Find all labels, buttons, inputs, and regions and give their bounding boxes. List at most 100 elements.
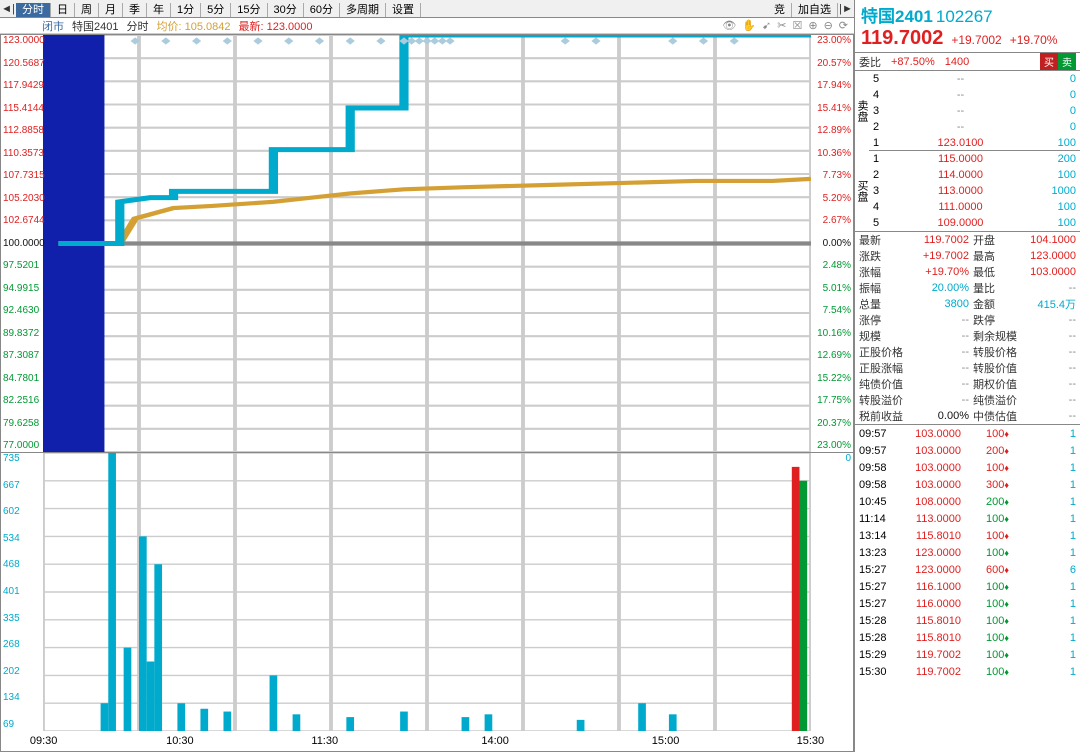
toolbar-right-btn-0[interactable]: 竞 bbox=[768, 3, 792, 17]
period-btn-11[interactable]: 多周期 bbox=[340, 3, 386, 17]
xaxis-tick: 14:00 bbox=[481, 735, 509, 747]
tick-row[interactable]: 15:30119.70021001 bbox=[855, 663, 1080, 680]
period-btn-2[interactable]: 周 bbox=[75, 3, 99, 17]
price-chart[interactable]: 123.0000120.5687117.9429115.4144112.8858… bbox=[1, 35, 853, 453]
orderbook-row[interactable]: 2--0 bbox=[869, 119, 1080, 135]
sell-button[interactable]: 卖 bbox=[1058, 53, 1076, 70]
buy-button[interactable]: 买 bbox=[1040, 53, 1058, 70]
tick-row[interactable]: 13:23123.00001001 bbox=[855, 544, 1080, 561]
chart-tool-icon-2[interactable]: ➹ bbox=[762, 19, 771, 32]
chart-tool-icon-0[interactable]: 👁 bbox=[722, 19, 736, 32]
avg-label: 均价: 105.0842 bbox=[156, 18, 230, 34]
period-btn-0[interactable]: 分时 bbox=[16, 3, 51, 17]
chart-tool-icon-5[interactable]: ⊕ bbox=[808, 19, 817, 32]
stat-row: 振幅20.00%量比-- bbox=[855, 280, 1080, 296]
period-btn-3[interactable]: 月 bbox=[99, 3, 123, 17]
yaxis-tick: 7.73% bbox=[799, 170, 851, 182]
yaxis-tick: 5.20% bbox=[799, 193, 851, 205]
stat-row: 最新119.7002开盘104.1000 bbox=[855, 232, 1080, 248]
yaxis-tick: 123.0000 bbox=[3, 35, 55, 47]
chart-tool-icon-1[interactable]: ✋ bbox=[742, 19, 756, 32]
tick-row[interactable]: 11:14113.00001001 bbox=[855, 510, 1080, 527]
stock-code: 102267 bbox=[936, 7, 993, 26]
stat-row: 总量3800金额415.4万 bbox=[855, 296, 1080, 312]
chart-tool-icon-6[interactable]: ⊖ bbox=[824, 19, 833, 32]
stock-title: 特国2401 bbox=[861, 7, 933, 26]
chart-tool-icon-3[interactable]: ✂ bbox=[777, 19, 786, 32]
period-btn-8[interactable]: 15分 bbox=[231, 3, 267, 17]
tick-row[interactable]: 09:57103.00001001 bbox=[855, 425, 1080, 442]
tick-row[interactable]: 13:14115.80101001 bbox=[855, 527, 1080, 544]
yaxis-tick: 120.5687 bbox=[3, 58, 55, 70]
period-btn-6[interactable]: 1分 bbox=[171, 3, 201, 17]
tick-row[interactable]: 15:27123.00006006 bbox=[855, 561, 1080, 578]
period-btn-7[interactable]: 5分 bbox=[201, 3, 231, 17]
tick-row[interactable]: 15:29119.70021001 bbox=[855, 646, 1080, 663]
yaxis-tick: 102.6744 bbox=[3, 215, 55, 227]
period-toolbar: ◄| 分时日周月季年1分5分15分30分60分多周期设置 竞加自选 |► bbox=[0, 0, 854, 18]
orderbook-row[interactable]: 3--0 bbox=[869, 103, 1080, 119]
period-btn-1[interactable]: 日 bbox=[51, 3, 75, 17]
yaxis-tick: 100.0000 bbox=[3, 238, 55, 250]
tick-row[interactable]: 10:45108.00002001 bbox=[855, 493, 1080, 510]
yaxis-tick: 92.4630 bbox=[3, 305, 55, 317]
tick-list: 09:57103.0000100109:57103.0000200109:581… bbox=[855, 425, 1080, 752]
xaxis-tick: 10:30 bbox=[166, 735, 194, 747]
yaxis-tick: 202 bbox=[3, 666, 55, 678]
orderbook-row[interactable]: 1115.0000200 bbox=[869, 151, 1080, 167]
chart-tool-icon-7[interactable]: ⟳ bbox=[839, 19, 848, 32]
price-change-pct: +19.70% bbox=[1010, 33, 1058, 47]
yaxis-tick: 534 bbox=[3, 533, 55, 545]
stock-header: 特国2401 102267 119.7002 +19.7002 +19.70% bbox=[855, 0, 1080, 53]
orderbook-row[interactable]: 2114.0000100 bbox=[869, 167, 1080, 183]
toolbar-next-icon[interactable]: |► bbox=[838, 3, 854, 15]
tick-row[interactable]: 09:58103.00003001 bbox=[855, 476, 1080, 493]
chart-tool-icon-4[interactable]: ☒ bbox=[792, 19, 802, 32]
stat-row: 纯债价值--期权价值-- bbox=[855, 376, 1080, 392]
yaxis-tick: 335 bbox=[3, 613, 55, 625]
stat-row: 正股涨幅--转股价值-- bbox=[855, 360, 1080, 376]
tick-row[interactable]: 15:28115.80101001 bbox=[855, 629, 1080, 646]
orderbook-row[interactable]: 3113.00001000 bbox=[869, 183, 1080, 199]
orderbook-row[interactable]: 1123.0100100 bbox=[869, 135, 1080, 151]
tick-row[interactable]: 09:58103.00001001 bbox=[855, 459, 1080, 476]
yaxis-tick: 107.7315 bbox=[3, 170, 55, 182]
yaxis-tick: 94.9915 bbox=[3, 283, 55, 295]
orderbook-row[interactable]: 5--0 bbox=[869, 71, 1080, 87]
xaxis-tick: 15:00 bbox=[652, 735, 680, 747]
yaxis-tick: 89.8372 bbox=[3, 328, 55, 340]
toolbar-right-btn-1[interactable]: 加自选 bbox=[792, 3, 838, 17]
period-btn-10[interactable]: 60分 bbox=[304, 3, 340, 17]
yaxis-tick: 667 bbox=[3, 480, 55, 492]
orderbook-row[interactable]: 4--0 bbox=[869, 87, 1080, 103]
orderbook-row[interactable]: 4111.0000100 bbox=[869, 199, 1080, 215]
yaxis-tick: 0.00% bbox=[799, 238, 851, 250]
volume-chart[interactable]: 73566760253446840133526820213469 0 bbox=[1, 453, 853, 731]
stat-row: 转股溢价--纯债溢价-- bbox=[855, 392, 1080, 408]
yaxis-tick: 268 bbox=[3, 639, 55, 651]
stat-row: 规模--剩余规模-- bbox=[855, 328, 1080, 344]
xaxis-tick: 15:30 bbox=[797, 735, 825, 747]
chart-info-bar: 闭市 特国2401 分时 均价: 105.0842 最新: 123.0000 👁… bbox=[0, 18, 854, 34]
xaxis-tick: 11:30 bbox=[311, 735, 338, 747]
toolbar-prev-icon[interactable]: ◄| bbox=[0, 3, 16, 15]
yaxis-tick: 115.4144 bbox=[3, 103, 55, 115]
yaxis-tick: 117.9429 bbox=[3, 80, 55, 92]
yaxis-tick: 7.54% bbox=[799, 305, 851, 317]
period-btn-9[interactable]: 30分 bbox=[268, 3, 304, 17]
time-axis: 09:3010:3011:3014:0015:0015:30 bbox=[1, 731, 853, 751]
stats-panel: 最新119.7002开盘104.1000涨跌+19.7002最高123.0000… bbox=[855, 232, 1080, 425]
period-btn-12[interactable]: 设置 bbox=[386, 3, 421, 17]
orderbook-row[interactable]: 5109.0000100 bbox=[869, 215, 1080, 231]
tick-row[interactable]: 15:28115.80101001 bbox=[855, 612, 1080, 629]
latest-label: 最新: 123.0000 bbox=[239, 18, 313, 34]
yaxis-tick: 10.16% bbox=[799, 328, 851, 340]
period-btn-4[interactable]: 季 bbox=[123, 3, 147, 17]
tick-row[interactable]: 15:27116.00001001 bbox=[855, 595, 1080, 612]
period-btn-5[interactable]: 年 bbox=[147, 3, 171, 17]
tick-row[interactable]: 15:27116.10001001 bbox=[855, 578, 1080, 595]
yaxis-tick: 401 bbox=[3, 586, 55, 598]
tick-row[interactable]: 09:57103.00002001 bbox=[855, 442, 1080, 459]
yaxis-tick: 82.2516 bbox=[3, 395, 55, 407]
yaxis-tick: 2.67% bbox=[799, 215, 851, 227]
